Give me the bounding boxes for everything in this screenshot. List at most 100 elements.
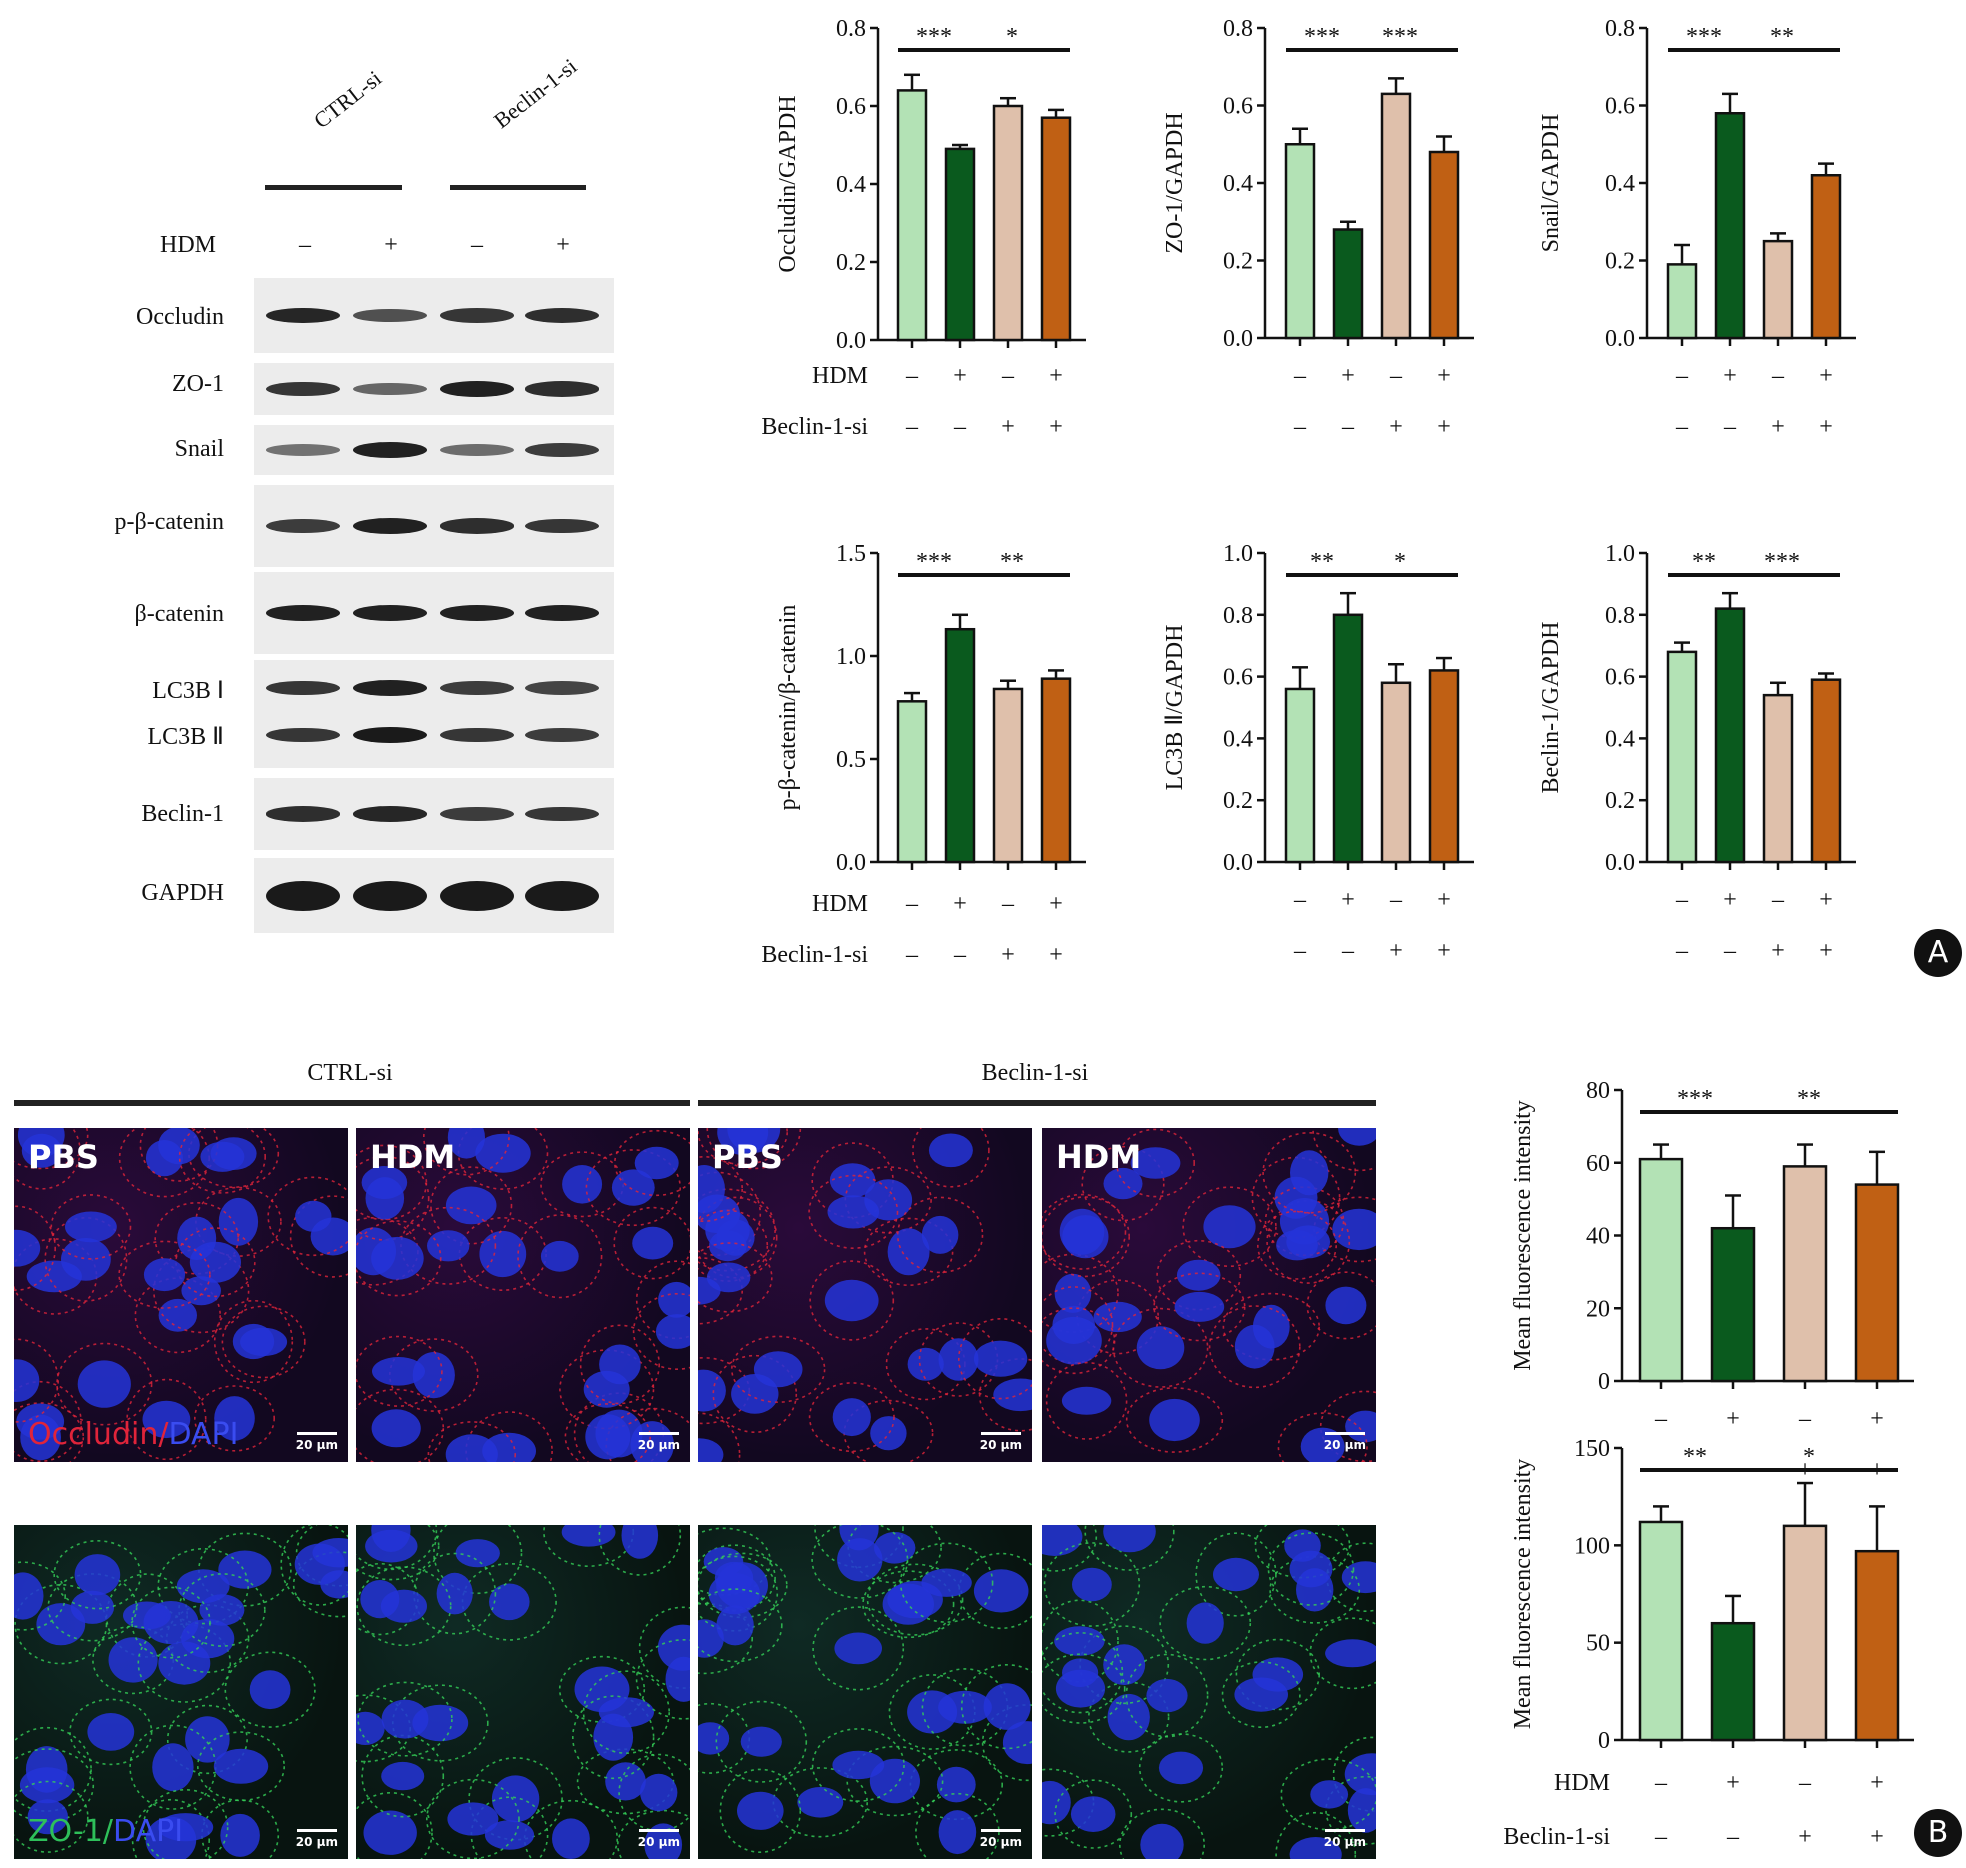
scale-bar-label: 20 μm: [637, 1438, 680, 1452]
scale-bar: 20 μm: [296, 1829, 338, 1849]
zo1-micrograph: 20 μm ZO-1/DAPI: [14, 1525, 348, 1859]
beclin-si-row-label: Beclin-1-si: [1503, 1824, 1610, 1850]
significance-label: **: [1770, 24, 1794, 50]
blot-band: [266, 880, 340, 911]
scale-bar: 20 μm: [296, 1432, 338, 1452]
hdm-sign: –: [1001, 363, 1015, 389]
hdm-sign: +: [1726, 1406, 1740, 1432]
bar: [1380, 681, 1412, 864]
western-blot-panel: CTRL-si Beclin-1-si HDM – + – +: [0, 0, 640, 950]
blot-band: [525, 518, 599, 534]
scale-bar-label: 20 μm: [1323, 1835, 1366, 1849]
y-tick-label: 0.0: [1223, 850, 1253, 876]
y-axis-label: Mean fluorescence intensity: [1510, 1459, 1536, 1730]
beclin-si-sign: +: [1437, 414, 1451, 440]
y-tick-label: 0.6: [1605, 94, 1635, 120]
bar: [1284, 687, 1316, 864]
bar: [1810, 174, 1842, 340]
hdm-sign: +: [1049, 891, 1063, 917]
beclin-si-sign: –: [1293, 414, 1307, 440]
cell-membrane-signal: [14, 1128, 348, 1462]
blot-strip: [254, 278, 614, 353]
zo1-micrograph: 20 μm: [698, 1525, 1032, 1859]
hdm-sign: –: [1389, 363, 1403, 389]
bar: [1332, 613, 1364, 864]
beclin-si-sign: –: [1654, 1824, 1668, 1850]
y-axis-label: p-β-catenin/β-catenin: [775, 605, 801, 811]
significance-label: **: [1310, 549, 1334, 575]
blot-band: [440, 308, 514, 323]
hdm-sign: +: [1870, 1406, 1884, 1432]
hdm-sign: –: [1654, 1406, 1668, 1432]
hdm-sign: –: [1771, 363, 1785, 389]
cell-membrane-signal: [1042, 1128, 1376, 1462]
hdm-sign: +: [1049, 363, 1063, 389]
beclin-si-sign: +: [1001, 414, 1015, 440]
blot-row-label: LC3B Ⅰ: [152, 678, 224, 704]
occludin-micrograph: PBS 20 μm: [698, 1128, 1032, 1462]
beclin-si-sign: –: [905, 942, 919, 968]
occludin-micrograph: HDM 20 μm: [1042, 1128, 1376, 1462]
blot-band: [266, 806, 340, 822]
hdm-sign: +: [1341, 363, 1355, 389]
y-tick-label: 1.0: [1223, 541, 1253, 567]
stain-label: Occludin/DAPI: [28, 1417, 239, 1452]
y-tick-label: 0.0: [1605, 326, 1635, 352]
y-tick-label: 0.2: [1605, 249, 1635, 275]
y-tick-label: 20: [1586, 1296, 1610, 1322]
hdm-sign: +: [556, 232, 570, 258]
hdm-sign: +: [1723, 363, 1737, 389]
bar: [1666, 650, 1698, 864]
blot-band: [525, 680, 599, 696]
blot-band: [525, 806, 599, 822]
scale-bar: 20 μm: [638, 1432, 680, 1452]
blot-band: [353, 382, 427, 396]
hdm-sign: +: [1819, 887, 1833, 913]
blot-row-label: Snail: [174, 436, 224, 462]
y-tick-label: 40: [1586, 1224, 1610, 1250]
bar: [1854, 1183, 1900, 1383]
blot-strip: [254, 858, 614, 933]
bar: [1782, 1165, 1828, 1383]
y-tick-label: 0.0: [836, 328, 866, 354]
y-tick-label: 100: [1574, 1533, 1610, 1559]
bar: [1284, 143, 1316, 340]
hdm-sign: +: [953, 891, 967, 917]
blot-band: [525, 880, 599, 911]
scale-bar-label: 20 μm: [1323, 1438, 1366, 1452]
y-tick-label: 0.4: [1223, 726, 1253, 752]
beclin-si-sign: +: [1819, 414, 1833, 440]
beclin-si-sign: –: [1341, 938, 1355, 964]
beclin-si-sign: +: [1389, 414, 1403, 440]
beclin-si-sign: –: [1723, 414, 1737, 440]
hdm-label: HDM: [160, 232, 217, 258]
y-tick-label: 0.8: [1605, 603, 1635, 629]
hdm-sign: –: [1001, 891, 1015, 917]
blot-strip: [254, 572, 614, 654]
blot-strip: [254, 363, 614, 415]
blot-band: [353, 680, 427, 696]
cell-membrane-signal: [356, 1525, 690, 1859]
hdm-sign: –: [1771, 887, 1785, 913]
panel-label-a: A: [1914, 929, 1962, 977]
beclin-si-sign: +: [1771, 414, 1785, 440]
blot-strip: [254, 425, 614, 475]
bar: [1332, 228, 1364, 340]
beclin-si-sign: –: [1675, 414, 1689, 440]
hdm-sign: +: [953, 363, 967, 389]
beclin-si-sign: –: [1341, 414, 1355, 440]
blot-row-label: GAPDH: [141, 880, 224, 906]
significance-label: *: [1803, 1444, 1815, 1470]
hdm-sign: –: [1389, 887, 1403, 913]
beclin-si-sign: –: [905, 414, 919, 440]
hdm-sign: –: [471, 232, 483, 258]
hdm-sign: –: [299, 232, 311, 258]
hdm-row-label: HDM: [1554, 1770, 1610, 1796]
beclin-si-sign: –: [953, 414, 967, 440]
y-tick-label: 0: [1598, 1728, 1610, 1754]
significance-label: **: [1797, 1086, 1821, 1112]
hdm-sign: –: [1654, 1770, 1668, 1796]
significance-label: **: [1692, 549, 1716, 575]
cell-membrane-signal: [698, 1525, 1032, 1859]
significance-label: **: [1683, 1444, 1707, 1470]
